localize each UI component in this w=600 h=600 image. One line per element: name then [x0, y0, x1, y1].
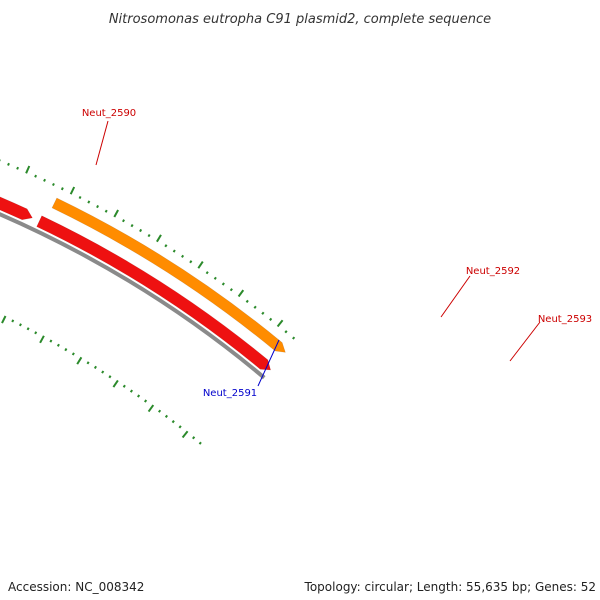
tick-mark	[198, 441, 202, 445]
tick-mark	[19, 323, 22, 327]
tick-mark	[269, 317, 273, 321]
tick-mark	[43, 178, 46, 182]
tick-mark	[93, 365, 97, 370]
tick-mark	[113, 209, 119, 218]
tick-mark	[112, 379, 119, 388]
tick-mark	[7, 162, 10, 166]
tick-mark	[156, 234, 162, 243]
tick-mark	[147, 233, 151, 238]
tick-mark	[143, 399, 148, 403]
tick-mark	[26, 327, 30, 331]
gene-gene-red-c[interactable]	[36, 215, 271, 371]
callout-line	[509, 321, 541, 362]
tick-mark	[229, 288, 233, 292]
tick-mark	[64, 347, 68, 352]
tick-mark	[122, 219, 125, 223]
tick-mark	[158, 409, 162, 413]
tick-mark	[1, 315, 7, 324]
tick-mark	[245, 299, 249, 303]
tick-mark	[52, 182, 55, 187]
tick-mark	[261, 311, 265, 315]
gene-gene-red-b[interactable]	[0, 192, 33, 221]
tick-mark	[139, 228, 143, 233]
tick-mark	[213, 276, 217, 280]
gene-label-neut_2593: Neut_2593	[538, 314, 592, 325]
tick-mark	[189, 260, 193, 264]
tick-mark	[78, 195, 82, 200]
tick-mark	[171, 420, 175, 424]
gene-features	[0, 192, 286, 371]
tick-marks	[0, 159, 296, 445]
tick-mark	[181, 254, 185, 258]
tick-mark	[136, 394, 141, 398]
tick-mark	[181, 430, 189, 439]
tick-mark	[253, 305, 257, 309]
accession-text: Accession: NC_008342	[8, 580, 145, 594]
map-title: Nitrosomonas eutropha C91 plasmid2, comp…	[109, 12, 491, 27]
summary-text: Topology: circular; Length: 55,635 bp; G…	[304, 580, 596, 594]
tick-mark	[192, 436, 196, 440]
tick-mark	[16, 166, 20, 170]
tick-mark	[197, 261, 204, 269]
tick-mark	[221, 282, 225, 286]
tick-mark	[56, 343, 60, 347]
tick-mark	[292, 336, 296, 340]
tick-mark	[101, 370, 105, 374]
tick-mark	[60, 187, 64, 191]
tick-mark	[164, 414, 168, 418]
tick-mark	[172, 249, 176, 253]
tick-mark	[104, 209, 108, 213]
tick-mark	[130, 223, 134, 228]
tick-mark	[76, 356, 83, 365]
callout-line	[440, 275, 471, 318]
tick-mark	[122, 384, 126, 388]
tick-mark	[34, 331, 38, 335]
plasmid-backbone	[0, 212, 266, 380]
gene-label-neut_2592: Neut_2592	[466, 266, 520, 277]
tick-mark	[164, 244, 168, 248]
callout-line	[257, 339, 280, 387]
tick-mark	[71, 352, 75, 356]
tick-mark	[284, 330, 288, 334]
gene-neut_2593[interactable]	[51, 197, 286, 353]
tick-mark	[11, 319, 15, 323]
tick-mark	[69, 186, 76, 195]
tick-mark	[87, 200, 91, 204]
tick-mark	[237, 289, 245, 298]
tick-mark	[86, 361, 90, 365]
tick-mark	[34, 174, 38, 178]
callout-line	[95, 120, 109, 166]
tick-mark	[205, 271, 209, 275]
tick-mark	[25, 165, 31, 174]
tick-mark	[178, 425, 182, 429]
tick-mark	[49, 339, 53, 343]
tick-mark	[39, 335, 45, 344]
gene-callouts: Neut_2590 Neut_2592 Neut_2593 Neut_2591	[82, 108, 592, 399]
tick-mark	[147, 404, 155, 413]
tick-mark	[129, 389, 134, 393]
gene-label-neut_2590: Neut_2590	[82, 108, 136, 119]
gene-label-neut_2591: Neut_2591	[203, 388, 257, 399]
tick-mark	[96, 204, 100, 209]
tick-mark	[108, 375, 112, 379]
tick-mark	[276, 319, 284, 328]
